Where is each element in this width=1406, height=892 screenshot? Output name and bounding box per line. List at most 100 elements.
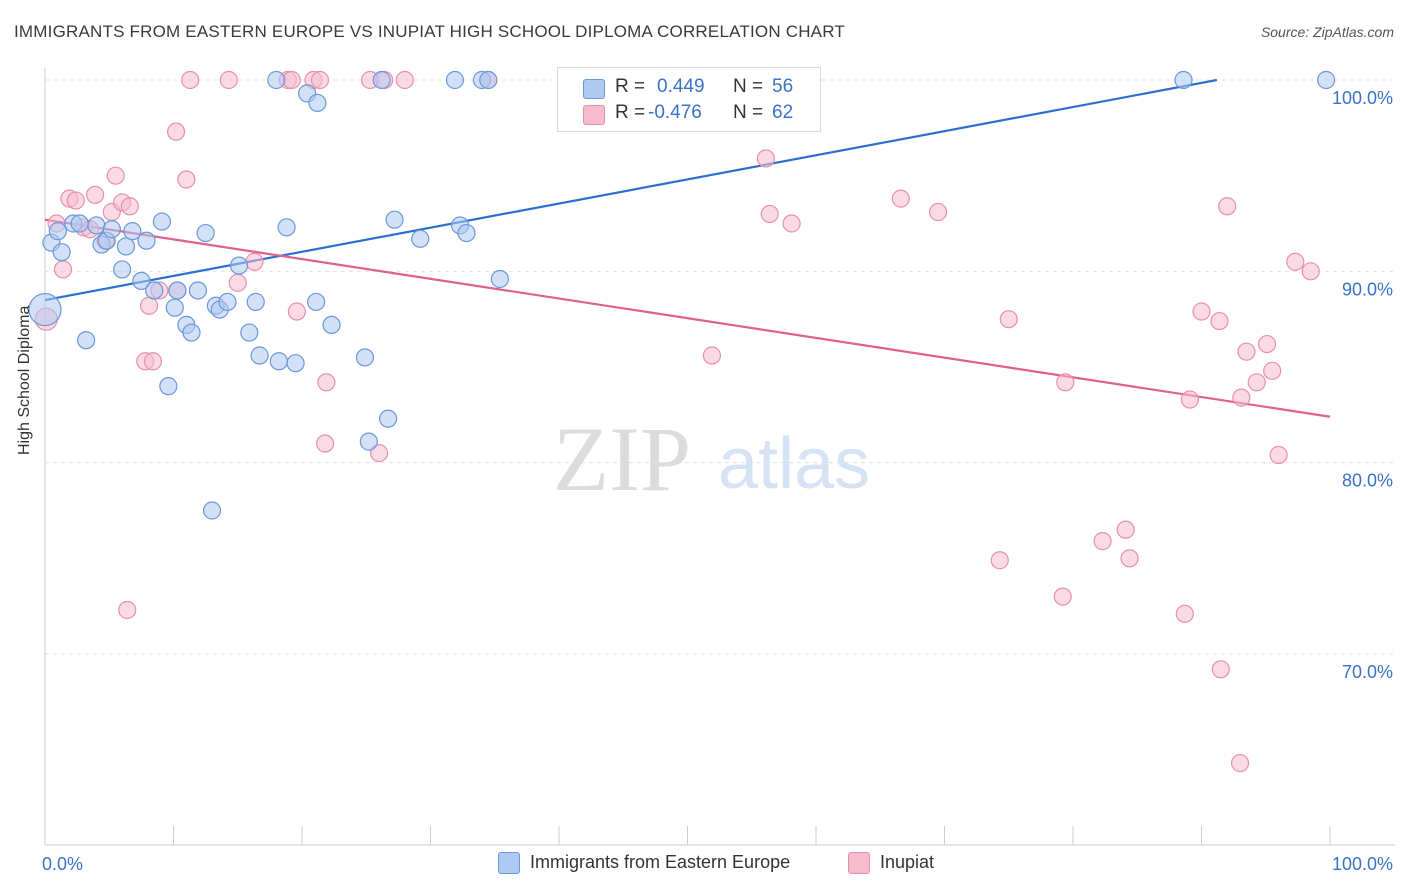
y-tick-label: 90.0% [1342,279,1393,299]
legend-r-label: R = [615,76,646,97]
data-point [490,269,509,289]
y-axis-label: High School Diploma [16,305,33,455]
data-point [411,229,430,248]
data-point [1232,388,1251,407]
axes [44,68,1395,846]
data-point [86,185,105,204]
data-point [152,212,172,231]
data-point [123,222,142,241]
data-point [137,231,156,250]
data-point [1317,70,1336,90]
data-point [240,323,259,342]
data-point [53,260,73,279]
stats-legend: R = 0.449 N = 56 R = -0.476 N = 62 [557,67,821,132]
data-point [286,354,305,373]
data-point [228,273,247,292]
bottom-legend-swatch-blue [498,852,520,874]
trend-line-inupiat [44,218,1331,418]
data-point [310,70,330,90]
legend-r-value: 0.449 [657,76,705,97]
data-point [145,281,164,300]
legend-swatch-blue [583,79,605,99]
data-point [118,600,137,620]
data-point [1180,390,1200,409]
data-point [378,409,398,428]
legend-swatch-pink [583,105,605,125]
data-point [782,214,801,233]
data-point [181,70,200,90]
data-point [70,214,89,233]
legend-n-value: 56 [772,76,794,97]
watermark-zip: ZIP [553,408,691,510]
data-point [1247,373,1266,392]
data-point [355,348,375,367]
data-point [308,93,327,113]
data-point [385,210,404,229]
data-point [120,197,139,216]
tick-labels: 70.0% 80.0% 90.0% 100.0% 0.0% 100.0% [42,88,1393,874]
data-point [479,70,498,90]
data-point [112,260,132,279]
data-point [182,323,201,342]
data-point [1093,532,1112,551]
data-point [143,352,163,371]
data-point [445,70,465,90]
data-point [77,331,96,350]
data-point [1211,660,1230,679]
data-point [370,444,389,463]
data-point [267,70,286,90]
data-point [1053,587,1072,606]
chart-title: IMMIGRANTS FROM EASTERN EUROPE VS INUPIA… [14,22,845,41]
data-point [359,432,378,451]
data-point [245,252,264,271]
data-point [48,222,67,241]
data-point [756,149,775,168]
data-point [218,292,237,312]
data-point [196,223,215,243]
data-point [165,298,184,317]
data-point [269,352,288,371]
data-point [277,218,296,237]
bottom-legend-label: Immigrants from Eastern Europe [530,852,791,872]
data-point [322,315,341,335]
data-point [132,271,151,290]
legend-r-label: R = [615,102,646,123]
data-point [1269,445,1288,465]
data-point [317,373,336,392]
data-point [52,243,71,262]
grid [45,79,1395,655]
data-point [395,70,414,90]
data-point [1120,549,1139,568]
data-point [159,377,178,396]
data-point [760,204,779,224]
data-point [177,170,196,189]
legend-n-label: N = [733,76,764,97]
data-point [990,551,1009,570]
data-point [229,256,249,275]
data-point [316,434,335,453]
data-point [1175,604,1194,623]
data-point [307,292,326,312]
data-point [87,216,106,235]
data-point [202,501,222,520]
data-point [168,281,187,300]
data-point [246,292,265,312]
data-point [102,220,121,239]
data-point [188,281,208,300]
watermark-atlas: atlas [718,424,870,504]
data-point [287,302,306,321]
y-tick-label: 100.0% [1332,88,1393,108]
data-point [1192,302,1211,321]
data-point [928,202,948,222]
data-point [999,310,1018,329]
data-point [219,70,238,90]
data-point [139,296,159,315]
legend-n-label: N = [733,102,764,123]
data-point [372,70,391,90]
data-point [457,223,476,243]
data-point [116,237,136,256]
data-point [1218,197,1237,216]
data-point [1230,753,1250,773]
bottom-legend-swatch-pink [848,852,870,874]
data-point [250,346,269,365]
